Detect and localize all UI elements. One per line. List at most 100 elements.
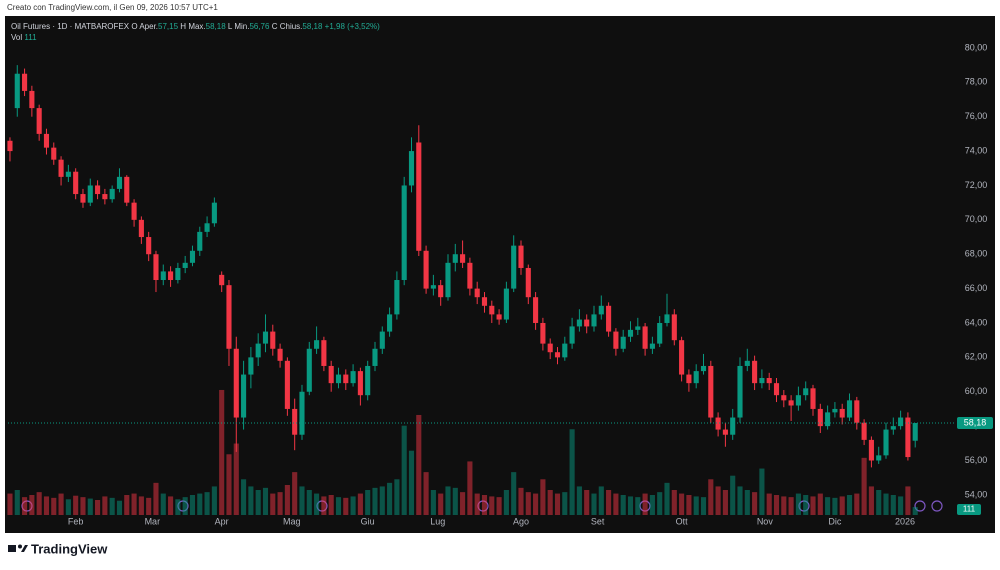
candle-body <box>708 365 714 418</box>
volume-bar <box>759 468 765 515</box>
candle-body <box>810 388 816 409</box>
volume-bar <box>839 496 845 515</box>
volume-bar <box>58 493 64 515</box>
volume-bar <box>22 497 28 515</box>
volume-bar <box>803 494 809 515</box>
volume-bar <box>109 497 115 515</box>
volume-bar <box>204 492 210 515</box>
candle-body <box>95 185 101 195</box>
event-marker[interactable] <box>914 500 926 512</box>
candle-body <box>759 377 765 384</box>
candle-body <box>160 271 166 281</box>
volume-bar <box>219 389 225 515</box>
candle-body <box>474 288 480 298</box>
candle-body <box>584 319 590 327</box>
candle-body <box>868 439 874 461</box>
candle-body <box>825 412 831 427</box>
candle-body <box>372 348 378 366</box>
volume-bar <box>262 487 269 515</box>
volume-bar <box>452 487 458 515</box>
key: Vol <box>11 33 22 42</box>
volume-bar <box>547 489 553 515</box>
y-tick-label: 62,00 <box>965 352 988 362</box>
volume-bar <box>270 493 276 515</box>
volume-bar <box>781 496 787 515</box>
candle-body <box>481 297 488 306</box>
volume-bar <box>408 450 415 515</box>
volume-bar <box>832 497 838 515</box>
candle-body <box>744 360 750 366</box>
y-tick-label: 72,00 <box>965 180 988 190</box>
volume-bar <box>248 486 254 515</box>
volume-bar <box>277 492 283 515</box>
key: Chius. <box>280 22 303 31</box>
legend-volume: Vol 111 <box>11 33 37 42</box>
candle-body <box>65 171 71 177</box>
x-tick-label: Ott <box>676 516 689 526</box>
x-tick-label: Lug <box>430 516 445 526</box>
volume-bar <box>102 496 108 515</box>
candle-body <box>795 395 801 406</box>
volume-bar <box>752 492 758 515</box>
candle-body <box>14 73 20 109</box>
volume-bar <box>773 494 780 515</box>
key: C <box>272 22 278 31</box>
volume-bar <box>613 493 619 515</box>
candle-body <box>175 267 181 281</box>
candle-body <box>394 280 400 315</box>
candle-body <box>693 371 699 384</box>
candle-body <box>211 202 217 224</box>
candle-body <box>248 357 254 375</box>
value: 58,18 <box>206 22 227 31</box>
volume-bar <box>503 489 509 515</box>
y-tick-label: 80,00 <box>965 42 988 52</box>
key: Aper. <box>139 22 158 31</box>
candle-body <box>452 254 458 263</box>
candle-body <box>788 400 794 406</box>
volume-bar <box>51 497 57 515</box>
event-marker[interactable] <box>931 500 943 512</box>
candle-body <box>832 408 838 413</box>
candle-body <box>496 314 502 320</box>
volume-bar <box>160 493 166 515</box>
volume-bar <box>635 497 641 515</box>
volume-bar <box>241 479 247 515</box>
volume-bar <box>211 486 217 515</box>
candle-body <box>839 408 845 418</box>
candle-body <box>445 262 451 298</box>
candle-body <box>146 237 152 255</box>
candle-body <box>314 340 320 349</box>
volume-bar <box>576 486 582 515</box>
volume-bar <box>664 482 670 515</box>
candle-body <box>890 426 896 430</box>
volume-bar <box>43 496 50 515</box>
volume-bar <box>489 496 495 515</box>
volume-bar <box>474 493 480 515</box>
volume-bar <box>540 479 546 515</box>
volume-bar <box>554 493 561 515</box>
x-tick-label: Set <box>591 516 605 526</box>
volume-bar <box>401 425 407 515</box>
volume-bar <box>416 414 422 515</box>
y-tick-label: 68,00 <box>965 249 988 259</box>
candle-body <box>854 400 860 423</box>
volume-bar <box>36 492 42 515</box>
candle-body <box>343 374 349 384</box>
y-tick-label: 78,00 <box>965 77 988 87</box>
candle-body <box>153 254 159 281</box>
candle-body <box>883 429 889 456</box>
candles <box>7 65 918 468</box>
candle-body <box>430 285 436 289</box>
volume-bar <box>387 482 393 515</box>
candle-body <box>226 285 232 349</box>
x-tick-label: Mar <box>145 516 161 526</box>
volume-bar <box>861 457 867 515</box>
candle-body <box>467 262 473 289</box>
candle-body <box>803 388 809 396</box>
candle-body <box>620 336 626 349</box>
volume-bar <box>197 493 203 515</box>
volume-bar <box>905 486 911 515</box>
volume-bar <box>693 496 699 515</box>
candle-body <box>489 305 495 315</box>
